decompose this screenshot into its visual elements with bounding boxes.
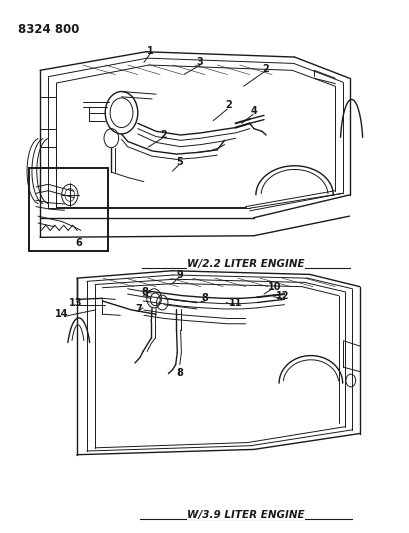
Text: 2: 2 — [225, 100, 231, 110]
Text: 14: 14 — [55, 309, 68, 319]
Text: 7: 7 — [135, 304, 142, 314]
Text: 10: 10 — [267, 281, 280, 292]
Text: 8: 8 — [201, 293, 208, 303]
Text: 1: 1 — [146, 46, 153, 56]
Text: 9: 9 — [176, 270, 183, 280]
Text: 8: 8 — [176, 368, 183, 377]
Text: 13: 13 — [69, 297, 82, 308]
Text: 2: 2 — [160, 130, 166, 140]
Text: 8: 8 — [141, 287, 148, 297]
Text: 12: 12 — [276, 290, 289, 301]
Text: 8324 800: 8324 800 — [18, 22, 79, 36]
Bar — [29, 168, 108, 251]
Text: 3: 3 — [196, 58, 203, 67]
Text: 6: 6 — [75, 238, 82, 248]
Text: 2: 2 — [262, 64, 269, 74]
Text: W/2.2 LITER ENGINE: W/2.2 LITER ENGINE — [187, 259, 304, 269]
Text: 4: 4 — [250, 106, 256, 116]
Text: 11: 11 — [228, 297, 242, 308]
Text: W/3.9 LITER ENGINE: W/3.9 LITER ENGINE — [187, 510, 304, 520]
Text: 5: 5 — [176, 157, 183, 167]
